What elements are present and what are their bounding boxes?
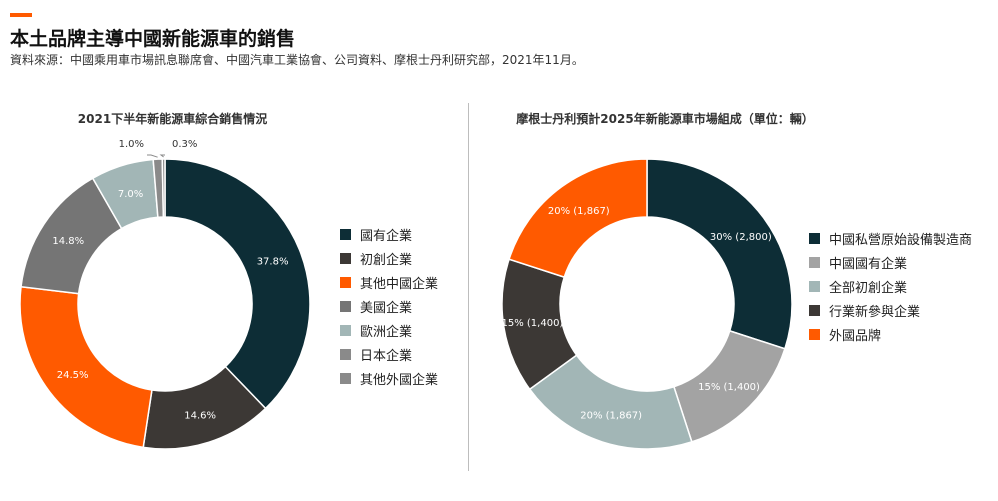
right-data-label-5: 20% (1,867) xyxy=(548,206,610,217)
right-data-label-3: 20% (1,867) xyxy=(580,410,642,421)
legend-swatch xyxy=(809,280,820,292)
right-legend-item-2: 中國國有企業 xyxy=(809,250,972,274)
legend-swatch xyxy=(340,276,351,288)
legend-swatch xyxy=(809,256,820,268)
right-slice-5 xyxy=(508,158,648,279)
right-data-label-1: 30% (2,800) xyxy=(710,232,772,243)
left-leader-line-6 xyxy=(147,154,158,158)
left-legend-item-5: 歐洲企業 xyxy=(340,318,438,342)
right-chart-title: 摩根士丹利預計2025年新能源車市場組成（單位：輛） xyxy=(516,112,814,126)
left-leader-line-7 xyxy=(159,154,165,158)
legend-swatch xyxy=(340,348,351,360)
legend-swatch xyxy=(340,252,351,264)
source-note: 資料來源：中國乘用車市場訊息聯席會、中國汽車工業協會、公司資料、摩根士丹利研究部… xyxy=(10,53,584,67)
left-data-label-1: 37.8% xyxy=(257,257,289,268)
accent-bar xyxy=(10,13,32,17)
left-legend-item-1: 國有企業 xyxy=(340,222,438,246)
right-data-label-4: 15% (1,400) xyxy=(502,318,564,329)
legend-label: 中國國有企業 xyxy=(829,256,908,272)
right-legend-item-5: 外國品牌 xyxy=(809,322,972,346)
legend-swatch xyxy=(340,372,351,384)
left-slice-1 xyxy=(164,158,311,410)
legend-label: 中國私營原始設備製造商 xyxy=(829,232,973,248)
legend-label: 歐洲企業 xyxy=(360,324,413,340)
left-legend-item-2: 初創企業 xyxy=(340,246,438,270)
left-data-label-3: 24.5% xyxy=(57,370,89,381)
left-data-label-2: 14.6% xyxy=(184,411,216,422)
left-data-label-7: 0.3% xyxy=(172,139,197,150)
left-data-label-4: 14.8% xyxy=(52,236,84,247)
legend-label: 外國品牌 xyxy=(829,328,882,344)
page-title: 本土品牌主導中國新能源車的銷售 xyxy=(10,28,296,50)
left-legend-item-3: 其他中國企業 xyxy=(340,270,438,294)
legend-label: 初創企業 xyxy=(360,252,413,268)
left-donut: 37.8% 14.6% 24.5% 14.8% 7.0% 1.0% 0.3% xyxy=(19,139,311,450)
right-donut: 30% (2,800) 15% (1,400) 20% (1,867) 15% (1,… xyxy=(501,158,793,450)
panel-divider xyxy=(468,103,469,471)
left-data-label-6: 1.0% xyxy=(119,139,144,150)
legend-swatch xyxy=(340,228,351,240)
legend-swatch xyxy=(340,324,351,336)
left-chart-title: 2021下半年新能源車綜合銷售情況 xyxy=(77,112,268,126)
legend-swatch xyxy=(809,328,820,340)
legend-label: 國有企業 xyxy=(360,228,413,244)
left-slice-7 xyxy=(161,158,166,218)
left-legend-item-4: 美國企業 xyxy=(340,294,438,318)
left-slice-3 xyxy=(19,285,153,449)
right-data-label-2: 15% (1,400) xyxy=(698,382,760,393)
legend-label: 行業新參與企業 xyxy=(829,304,921,320)
left-legend: 國有企業初創企業其他中國企業 美國企業歐洲企業日本企業其他外國企業 xyxy=(340,222,438,390)
right-legend-item-4: 行業新參與企業 xyxy=(809,298,972,322)
right-legend-item-1: 中國私營原始設備製造商 xyxy=(809,226,972,250)
legend-label: 美國企業 xyxy=(360,300,413,316)
legend-swatch xyxy=(809,232,820,244)
legend-label: 其他中國企業 xyxy=(360,276,439,292)
legend-label: 日本企業 xyxy=(360,348,413,364)
legend-label: 全部初創企業 xyxy=(829,280,908,296)
legend-label: 其他外國企業 xyxy=(360,372,439,388)
right-slice-1 xyxy=(646,158,793,350)
left-data-label-5: 7.0% xyxy=(118,189,143,200)
legend-swatch xyxy=(340,300,351,312)
left-legend-item-6: 日本企業 xyxy=(340,342,438,366)
right-legend: 中國私營原始設備製造商 中國國有企業 全部初創企業 行業新參與企業 外國品牌 xyxy=(809,226,972,346)
right-legend-item-3: 全部初創企業 xyxy=(809,274,972,298)
legend-swatch xyxy=(809,304,820,316)
left-legend-item-7: 其他外國企業 xyxy=(340,366,438,390)
